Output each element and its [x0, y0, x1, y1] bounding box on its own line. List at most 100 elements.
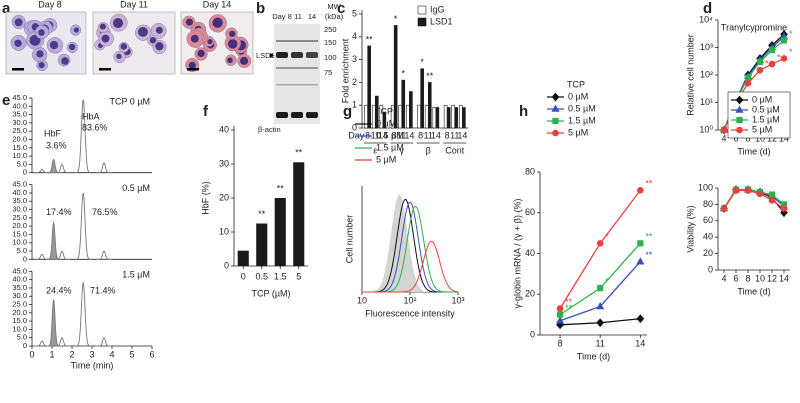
y-axis-label: Cell number — [344, 215, 354, 264]
marker — [556, 320, 564, 330]
y-tick-label: 20.0 — [12, 134, 27, 143]
y-tick-label: 40 — [703, 232, 713, 242]
marker — [720, 126, 728, 134]
y-tick-label: 30 — [219, 158, 229, 168]
panel-label: a — [2, 0, 11, 17]
peak — [96, 250, 112, 260]
y-tick-label: 40 — [219, 124, 229, 134]
y-tick-label: 40.0 — [12, 188, 27, 197]
legend-label: 0 µM — [568, 91, 588, 101]
annotation: 17.4% — [46, 207, 72, 217]
nucleus — [207, 39, 213, 45]
significance: ** — [645, 232, 653, 242]
marker — [768, 47, 776, 54]
blot-band — [276, 84, 318, 86]
y-tick-label: 20 — [525, 289, 535, 299]
legend-marker — [735, 95, 744, 105]
peak — [34, 168, 50, 174]
y-tick-label: 10⁴ — [699, 14, 713, 24]
peak — [75, 281, 92, 347]
legend-label: 0 µM — [752, 94, 772, 104]
x-tick-label: 8 — [445, 130, 450, 140]
legend-label: 5 µM — [752, 124, 772, 134]
nucleus — [229, 30, 236, 37]
x-tick-label: 11 — [424, 130, 433, 140]
legend-label: 0.5 µM — [376, 130, 404, 140]
y-tick-label: 1 — [352, 100, 357, 110]
panel-title: TCP 0 µM — [109, 96, 150, 106]
annotation: 83.6% — [82, 122, 108, 132]
x-tick-label: 8 — [392, 130, 397, 140]
micrograph-label: Day 11 — [120, 0, 148, 9]
y-tick-label: 10² — [700, 69, 713, 79]
bar — [401, 79, 406, 129]
bar — [417, 104, 421, 129]
peak — [96, 337, 112, 347]
marker — [556, 305, 564, 312]
x-tick-label: 11 — [596, 338, 605, 348]
x-tick-label: 0 — [241, 271, 246, 281]
legend-marker — [735, 105, 744, 113]
bar — [398, 104, 403, 129]
marker — [768, 197, 776, 204]
blot-band — [276, 40, 318, 42]
legend-marker — [552, 117, 559, 125]
marker — [597, 285, 604, 292]
y-tick-label: 0 — [530, 329, 535, 339]
marker — [637, 240, 644, 247]
y-tick-label: 35.0 — [12, 110, 27, 119]
band-label: β-actin — [258, 125, 281, 134]
x-tick-label: 4 — [109, 349, 114, 359]
x-tick-label: 6 — [733, 273, 738, 283]
y-tick-label: 100 — [698, 182, 713, 192]
x-tick-label: 14 — [635, 338, 645, 348]
y-tick-label: 25.0 — [12, 213, 27, 222]
x-tick-label: 0 — [29, 349, 34, 359]
nucleus — [188, 61, 196, 69]
significance: * — [420, 57, 424, 67]
blot-band — [291, 112, 303, 118]
mw-marker: 75 — [324, 68, 332, 77]
significance: ** — [366, 34, 374, 44]
blot-band — [276, 112, 288, 118]
x-tick-label: 2 — [69, 349, 74, 359]
mw-marker: 250 — [324, 25, 337, 34]
bar — [432, 107, 437, 129]
blot-band — [306, 52, 318, 58]
x-tick-label: 10² — [403, 295, 416, 305]
group-label: γ — [400, 145, 405, 155]
peak — [54, 337, 70, 347]
y-tick-label: 20.0 — [12, 308, 27, 317]
legend-label: LSD1 — [430, 16, 453, 26]
x-tick-label: 1 — [49, 349, 54, 359]
y-tick-label: 45.0 — [12, 93, 27, 102]
x-tick-label: 10 — [357, 295, 367, 305]
marker — [780, 37, 788, 44]
peak — [75, 192, 92, 260]
panel-label: f — [203, 103, 209, 120]
y-tick-label: 20.0 — [12, 221, 27, 230]
blot-membrane — [274, 24, 320, 124]
nucleus — [116, 53, 122, 59]
mw-unit: (kDa) — [325, 12, 344, 21]
bar — [451, 104, 456, 129]
bar — [237, 250, 249, 266]
legend-label: 0.5 µM — [568, 103, 596, 113]
control-histogram — [362, 194, 458, 292]
nucleus — [99, 23, 106, 30]
significance: ** — [426, 71, 434, 81]
y-tick-label: 15.0 — [12, 143, 27, 152]
marker — [596, 318, 605, 328]
peak — [96, 162, 112, 174]
nucleus — [240, 56, 249, 65]
y-tick-label: 20 — [703, 248, 713, 258]
nucleus — [138, 26, 148, 37]
marker — [780, 205, 788, 212]
blot-band — [291, 52, 303, 58]
band-label: LSD1 — [256, 51, 275, 60]
x-tick-label: 4 — [721, 133, 726, 143]
nucleus — [112, 17, 124, 29]
bar — [382, 111, 387, 129]
y-tick-label: 30.0 — [12, 291, 27, 300]
y-tick-label: 15.0 — [12, 229, 27, 238]
